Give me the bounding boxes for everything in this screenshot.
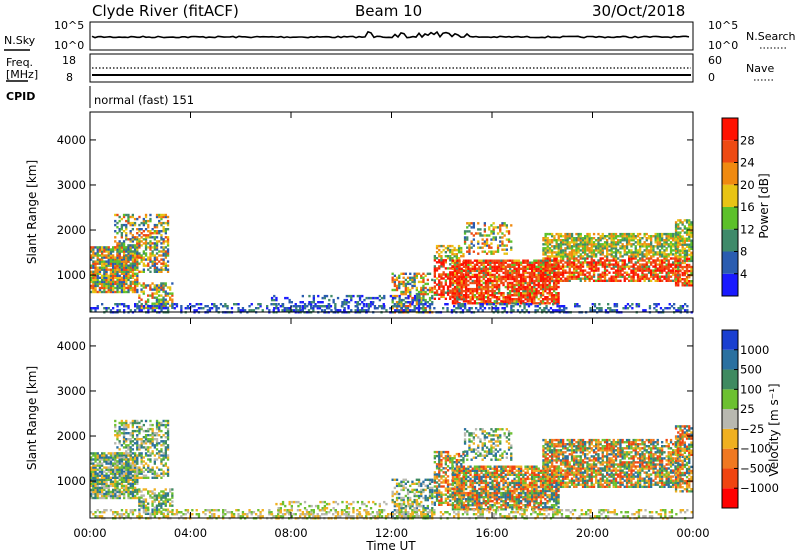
noise-left-tick-bottom: 10^0 — [54, 39, 84, 52]
ytick-label: 1000 — [57, 268, 86, 282]
noise-right-label: N.Search — [746, 30, 796, 43]
colorbar-swatch — [722, 369, 738, 390]
colorbar-tick-label: 1000 — [740, 343, 769, 357]
xtick-label: 08:00 — [274, 526, 307, 540]
colorbar-tick-label: 28 — [740, 133, 755, 147]
cpid-value: normal (fast) 151 — [94, 93, 194, 107]
ytick-label: 2000 — [57, 429, 86, 443]
colorbar-swatch — [722, 184, 738, 207]
colorbar-tick-label: −500 — [740, 461, 772, 475]
noise-panel-frame — [89, 21, 694, 51]
power-yaxis: 1000 2000 3000 4000 — [57, 133, 693, 282]
xtick-label: 04:00 — [174, 526, 207, 540]
xtick-label: 20:00 — [576, 526, 609, 540]
noise-right-tick-bottom: 10^0 — [708, 39, 738, 52]
freq-label-line2: [MHz] — [6, 68, 38, 81]
freq-panel-frame — [89, 53, 694, 83]
colorbar-swatch — [722, 349, 738, 370]
freq-left-tick-bottom: 8 — [66, 71, 73, 84]
velocity-yaxis: 1000 2000 3000 4000 — [57, 339, 693, 488]
colorbar-swatch — [722, 251, 738, 274]
velocity-ylabel: Slant Range [km] — [25, 366, 39, 470]
colorbar-tick-label: 16 — [740, 200, 755, 214]
colorbar-swatch — [722, 229, 738, 252]
freq-right-tick-bottom: 0 — [708, 71, 715, 84]
colorbar-tick-label: 8 — [740, 245, 747, 259]
colorbar-swatch — [722, 118, 738, 141]
freq-left-tick-top: 18 — [62, 54, 76, 67]
xtick-label: 16:00 — [475, 526, 508, 540]
velocity-data — [90, 419, 693, 520]
colorbar-swatch — [722, 409, 738, 429]
power-ylabel: Slant Range [km] — [25, 160, 39, 264]
time-axis: 00:00 04:00 08:00 12:00 16:00 20:00 00:00 — [73, 112, 710, 540]
noise-left-tick-top: 10^5 — [54, 19, 84, 32]
noise-trace — [91, 30, 690, 39]
colorbar-swatch — [722, 330, 738, 350]
colorbar-swatch — [722, 207, 738, 230]
ytick-label: 4000 — [57, 339, 86, 353]
beam-label: Beam 10 — [355, 2, 422, 20]
colorbar-tick-label: −1000 — [740, 481, 779, 495]
time-axis-label: Time UT — [365, 539, 416, 553]
xtick-label: 12:00 — [375, 526, 408, 540]
colorbar-tick-label: 20 — [740, 178, 755, 192]
colorbar-swatch — [722, 488, 738, 508]
colorbar-swatch — [722, 468, 738, 489]
noise-left-label: N.Sky — [4, 34, 36, 47]
xtick-label: 00:00 — [73, 526, 106, 540]
colorbar-swatch — [722, 140, 738, 163]
colorbar-swatch — [722, 162, 738, 185]
ytick-label: 1000 — [57, 474, 86, 488]
colorbar-swatch — [722, 448, 738, 469]
colorbar-swatch — [722, 428, 738, 449]
ytick-label: 2000 — [57, 223, 86, 237]
colorbar-tick-label: 4 — [740, 267, 747, 281]
colorbar-tick-label: 100 — [740, 382, 762, 396]
colorbar-tick-label: 500 — [740, 363, 762, 377]
colorbar-tick-label: −100 — [740, 442, 772, 456]
nave-label: Nave — [746, 62, 774, 75]
power-data — [90, 213, 693, 314]
ytick-label: 4000 — [57, 133, 86, 147]
freq-label-line1: Freq. — [6, 56, 33, 69]
date-label: 30/Oct/2018 — [592, 2, 685, 20]
freq-right-tick-top: 60 — [708, 54, 722, 67]
colorbar-tick-label: 25 — [740, 402, 755, 416]
velocity-colorbar-label: Velocity [m s⁻¹] — [767, 383, 781, 476]
power-colorbar-label: Power [dB] — [757, 173, 771, 238]
ytick-label: 3000 — [57, 178, 86, 192]
colorbar-tick-label: 24 — [740, 156, 755, 170]
xtick-label: 00:00 — [676, 526, 709, 540]
ytick-label: 3000 — [57, 384, 86, 398]
radar-title: Clyde River (fitACF) — [92, 2, 239, 20]
noise-right-tick-top: 10^5 — [708, 19, 738, 32]
colorbar-tick-label: 12 — [740, 222, 755, 236]
velocity-colorbar: 1000 500 100 25 −25 −100 −500 −1000 — [721, 329, 779, 509]
colorbar-swatch — [722, 273, 738, 296]
colorbar-tick-label: −25 — [740, 422, 764, 436]
cpid-label: CPID — [6, 90, 35, 103]
colorbar-swatch — [722, 389, 738, 410]
power-colorbar: 4 8 12 16 20 24 28 — [721, 117, 755, 297]
